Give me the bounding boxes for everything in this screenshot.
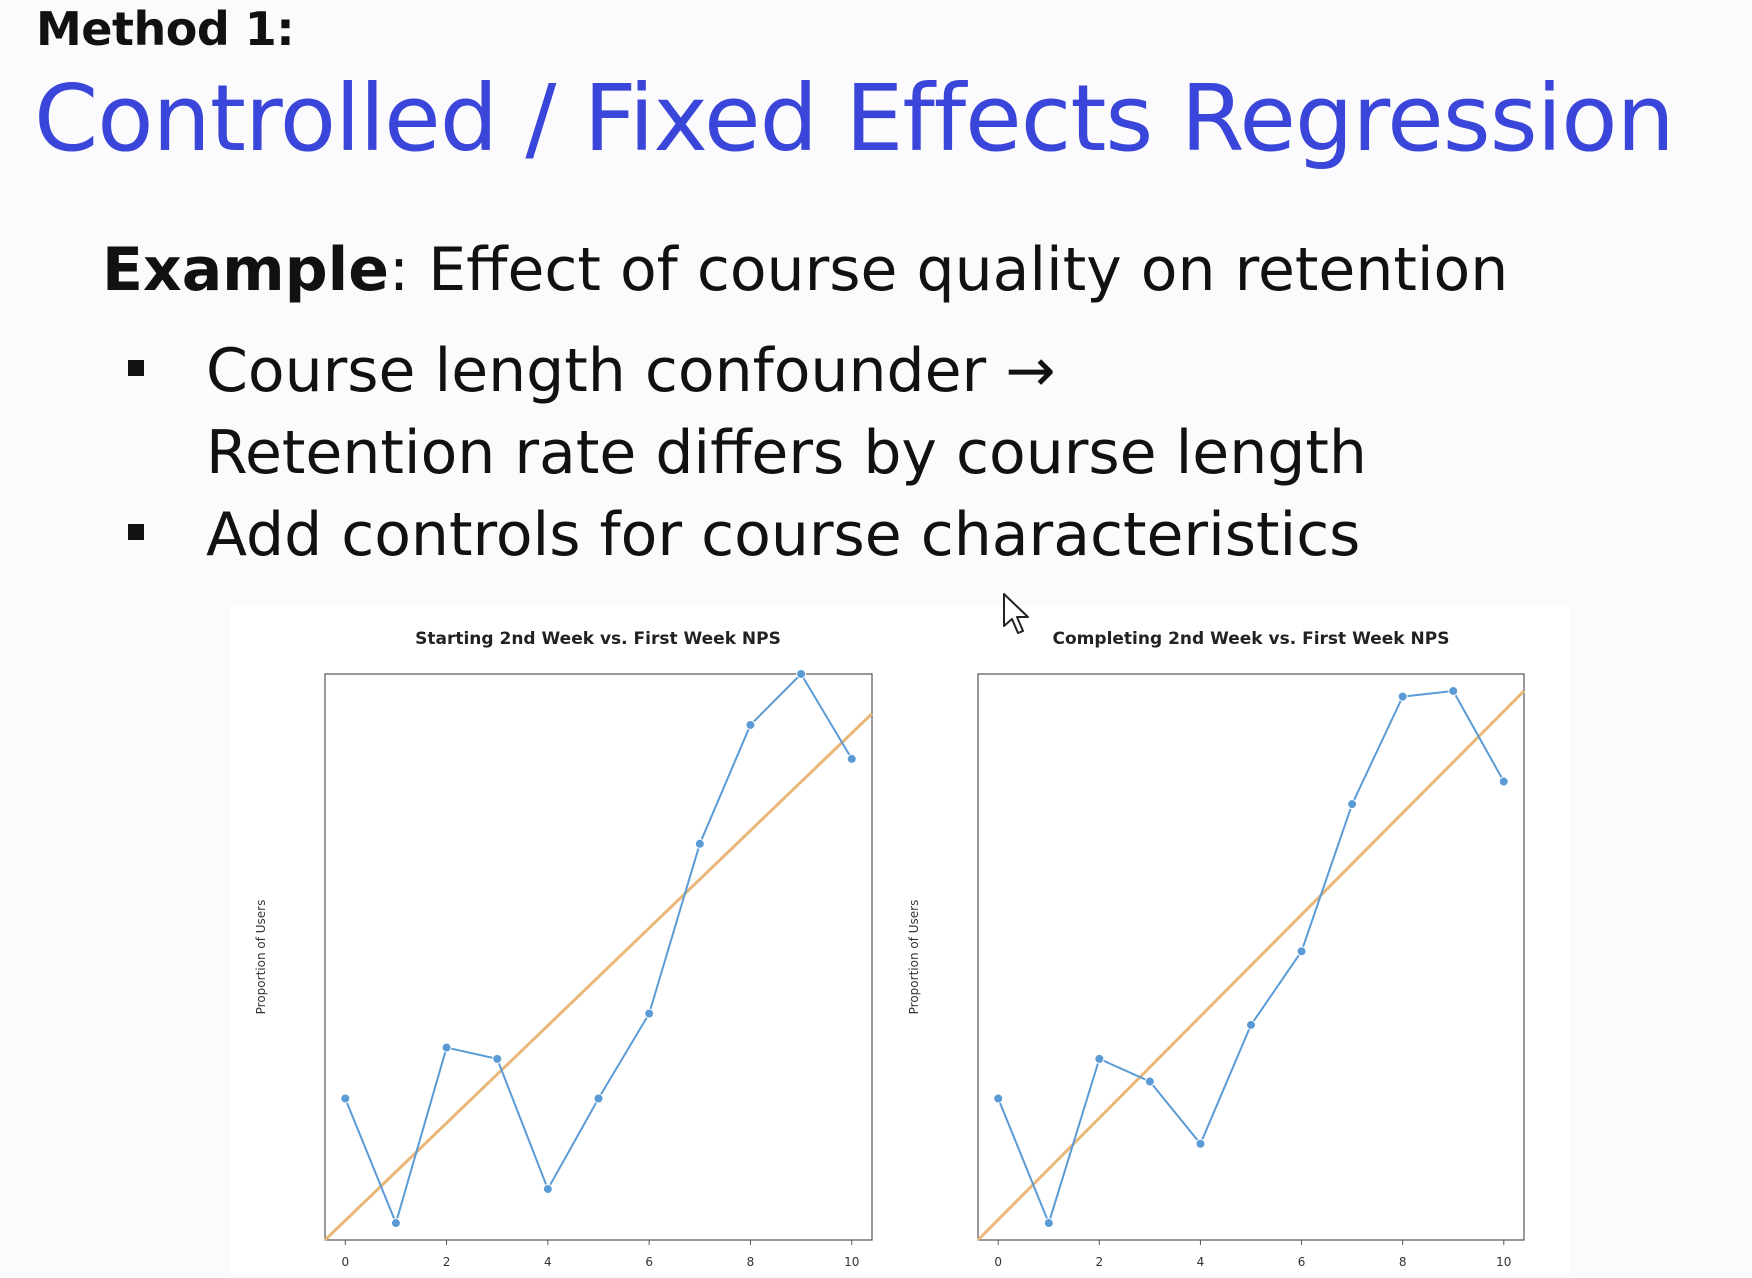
mouse-pointer-icon (1002, 592, 1032, 640)
data-point (340, 1093, 351, 1104)
data-point (1246, 1019, 1256, 1030)
plot-frame (324, 673, 873, 1241)
data-point (1347, 799, 1358, 810)
data-point (796, 669, 807, 679)
data-point (1144, 1076, 1155, 1087)
plot-frame (977, 673, 1525, 1241)
y-axis-label: Proportion of Users (907, 900, 921, 1015)
chart-title: Completing 2nd Week vs. First Week NPS (1053, 629, 1450, 649)
data-point (441, 1042, 452, 1053)
chart-1: Starting 2nd Week vs. First Week NPS Prop… (254, 629, 874, 1269)
x-tick-label: 6 (1298, 1255, 1306, 1269)
x-tick-label: 0 (994, 1255, 1002, 1269)
data-point (745, 719, 756, 730)
y-axis-label: Proportion of Users (254, 900, 268, 1015)
data-point (993, 1093, 1004, 1104)
data-point (1094, 1053, 1105, 1064)
x-tick-label: 10 (1496, 1255, 1511, 1269)
x-tick-label: 4 (544, 1255, 552, 1269)
x-tick-label: 10 (844, 1255, 859, 1269)
chart-title: Starting 2nd Week vs. First Week NPS (415, 629, 781, 649)
x-tick-label: 2 (443, 1255, 451, 1269)
data-point (1448, 685, 1459, 696)
data-point (694, 838, 705, 849)
slide-eyebrow: Method 1: (36, 2, 295, 56)
bullet-marker-icon (128, 360, 144, 376)
bullet-text-line: Add controls for course characteristics (206, 500, 1361, 570)
example-line: Example: Effect of course quality on ret… (102, 234, 1508, 306)
example-lead: Example (102, 235, 389, 305)
bullet-list: Course length confounder → Retention rat… (128, 330, 1367, 576)
x-tick-label: 0 (341, 1255, 349, 1269)
example-text: : Effect of course quality on retention (388, 235, 1509, 305)
bullet-item: Add controls for course characteristics (128, 494, 1367, 576)
bullet-text-line: Retention rate differs by course length (206, 418, 1367, 488)
data-point (846, 753, 857, 764)
x-tick-label: 6 (645, 1255, 653, 1269)
data-point (1397, 691, 1408, 702)
trend-line (976, 689, 1526, 1242)
charts-svg: Starting 2nd Week vs. First Week NPS Prop… (254, 629, 1526, 1269)
data-point (492, 1053, 503, 1064)
data-point (644, 1008, 655, 1019)
x-tick-label: 2 (1096, 1255, 1104, 1269)
charts-panel: Starting 2nd Week vs. First Week NPS Prop… (230, 606, 1570, 1274)
x-tick-label: 4 (1197, 1255, 1205, 1269)
slide-title: Controlled / Fixed Effects Regression (34, 65, 1675, 172)
data-point (1296, 946, 1307, 957)
chart-2: Completing 2nd Week vs. First Week NPS Pr… (907, 629, 1526, 1269)
x-tick-label: 8 (747, 1255, 755, 1269)
data-point (1043, 1218, 1054, 1229)
data-point (1498, 776, 1509, 787)
x-tick-label: 8 (1399, 1255, 1407, 1269)
bullet-text-line: Course length confounder → (206, 336, 1056, 406)
bullet-item: Course length confounder → Retention rat… (128, 330, 1367, 494)
data-point (390, 1218, 401, 1229)
data-point (542, 1184, 553, 1195)
bullet-marker-icon (128, 524, 144, 540)
data-point (1195, 1138, 1206, 1149)
data-point (593, 1093, 604, 1104)
